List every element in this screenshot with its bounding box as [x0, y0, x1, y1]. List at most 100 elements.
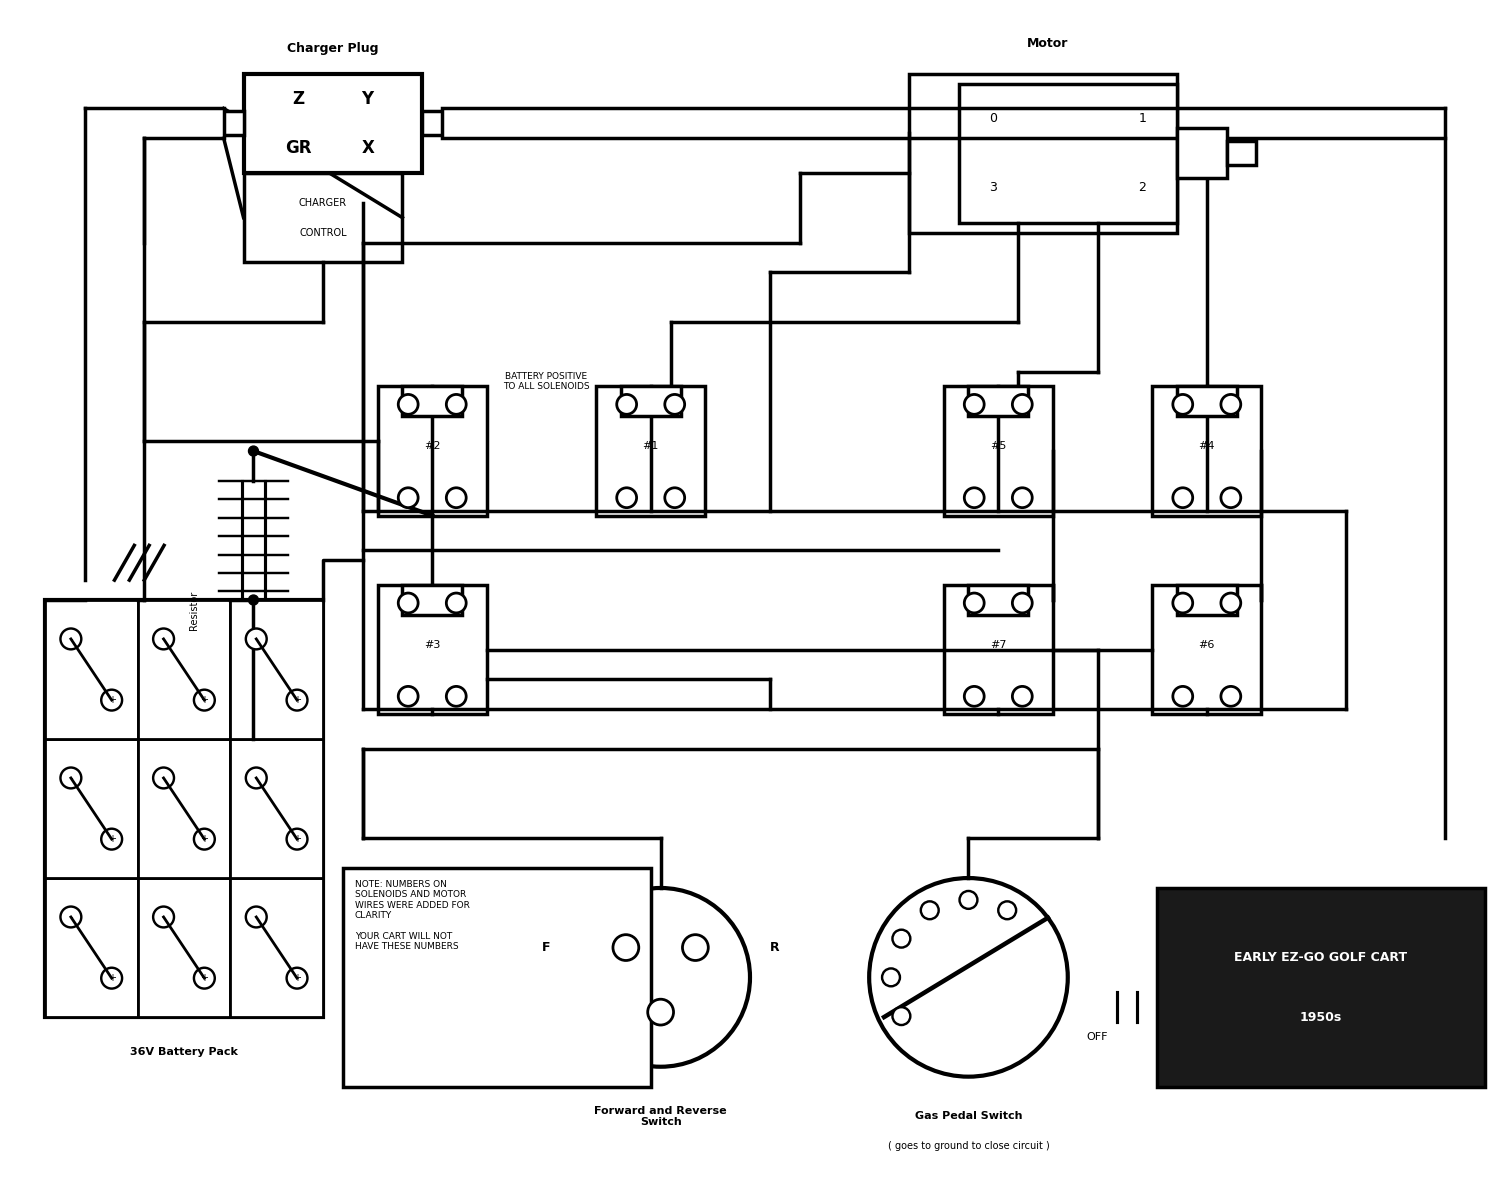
Circle shape	[447, 487, 466, 508]
Text: Forward and Reverse
Switch: Forward and Reverse Switch	[594, 1105, 728, 1127]
Bar	[138, 739, 231, 878]
Bar	[45, 600, 138, 739]
Circle shape	[868, 878, 1068, 1076]
Circle shape	[1013, 395, 1032, 414]
Bar	[596, 386, 705, 516]
Text: -: -	[162, 773, 165, 782]
Circle shape	[1173, 487, 1192, 508]
Circle shape	[1013, 593, 1032, 613]
Bar	[344, 868, 651, 1086]
Bar	[1227, 142, 1257, 166]
Circle shape	[1221, 395, 1240, 414]
Text: +: +	[201, 834, 208, 844]
Text: EARLY EZ-GO GOLF CART: EARLY EZ-GO GOLF CART	[1234, 950, 1407, 964]
Polygon shape	[224, 112, 243, 136]
Bar	[138, 878, 231, 1018]
Text: -: -	[69, 773, 72, 782]
Bar	[378, 386, 488, 516]
Text: 2: 2	[1138, 181, 1146, 194]
Circle shape	[1221, 487, 1240, 508]
Bar	[378, 586, 488, 714]
Text: +: +	[292, 695, 302, 706]
Circle shape	[100, 690, 122, 710]
Circle shape	[1013, 686, 1032, 707]
Bar	[1152, 386, 1262, 516]
Circle shape	[614, 935, 639, 960]
Circle shape	[153, 768, 174, 788]
Polygon shape	[423, 112, 442, 136]
Text: 1: 1	[1138, 112, 1146, 125]
Text: NOTE: NUMBERS ON
SOLENOIDS AND MOTOR
WIRES WERE ADDED FOR
CLARITY

YOUR CART WIL: NOTE: NUMBERS ON SOLENOIDS AND MOTOR WIR…	[356, 880, 470, 952]
Bar	[1152, 586, 1262, 714]
Circle shape	[286, 829, 308, 850]
Bar	[968, 586, 1029, 614]
Text: -: -	[69, 912, 72, 922]
Circle shape	[249, 446, 258, 456]
Circle shape	[1173, 686, 1192, 707]
Circle shape	[286, 690, 308, 710]
Text: +: +	[108, 695, 116, 706]
Text: Resistor: Resistor	[189, 590, 200, 630]
Bar	[1178, 586, 1238, 614]
Circle shape	[682, 935, 708, 960]
Circle shape	[648, 1000, 674, 1025]
Text: Motor: Motor	[1028, 37, 1068, 50]
Text: +: +	[292, 973, 302, 983]
Circle shape	[447, 395, 466, 414]
Circle shape	[999, 901, 1016, 919]
Text: -: -	[255, 912, 258, 922]
Text: +: +	[292, 834, 302, 844]
Bar	[45, 600, 322, 1018]
Text: 0: 0	[990, 112, 998, 125]
Text: +: +	[201, 973, 208, 983]
Circle shape	[100, 829, 122, 850]
Bar	[231, 878, 322, 1018]
Circle shape	[964, 593, 984, 613]
Circle shape	[246, 629, 267, 649]
Bar	[909, 73, 1178, 233]
Circle shape	[964, 686, 984, 707]
Text: #7: #7	[990, 640, 1006, 649]
Text: F: F	[542, 941, 550, 954]
Circle shape	[447, 593, 466, 613]
Circle shape	[60, 768, 81, 788]
Text: CHARGER: CHARGER	[298, 198, 346, 208]
Bar	[138, 600, 231, 739]
Bar	[231, 600, 322, 739]
Text: BATTERY POSITIVE
TO ALL SOLENOIDS: BATTERY POSITIVE TO ALL SOLENOIDS	[503, 372, 590, 391]
Circle shape	[100, 967, 122, 989]
Circle shape	[246, 768, 267, 788]
Text: CONTROL: CONTROL	[298, 228, 346, 238]
Circle shape	[286, 967, 308, 989]
Text: +: +	[108, 973, 116, 983]
Text: -: -	[255, 773, 258, 782]
Bar	[944, 586, 1053, 714]
Circle shape	[664, 395, 684, 414]
Text: +: +	[201, 695, 208, 706]
Circle shape	[194, 690, 214, 710]
Text: #5: #5	[990, 442, 1006, 451]
Text: #6: #6	[1198, 640, 1215, 649]
Text: +: +	[108, 834, 116, 844]
Text: 3: 3	[990, 181, 998, 194]
Text: Y: Y	[362, 90, 374, 108]
Circle shape	[153, 629, 174, 649]
Text: OFF: OFF	[1088, 1032, 1108, 1042]
Text: 36V Battery Pack: 36V Battery Pack	[130, 1046, 238, 1057]
Bar	[45, 739, 138, 878]
Bar	[958, 84, 1178, 223]
Circle shape	[153, 906, 174, 928]
Bar	[1156, 888, 1485, 1086]
Circle shape	[882, 968, 900, 986]
Circle shape	[60, 629, 81, 649]
Text: -: -	[162, 912, 165, 922]
Text: -: -	[69, 634, 72, 644]
Circle shape	[664, 487, 684, 508]
Bar	[1178, 128, 1227, 178]
Bar	[402, 386, 462, 416]
Circle shape	[1013, 487, 1032, 508]
Circle shape	[399, 686, 418, 707]
Text: -: -	[255, 634, 258, 644]
Circle shape	[572, 888, 750, 1067]
Circle shape	[1173, 395, 1192, 414]
